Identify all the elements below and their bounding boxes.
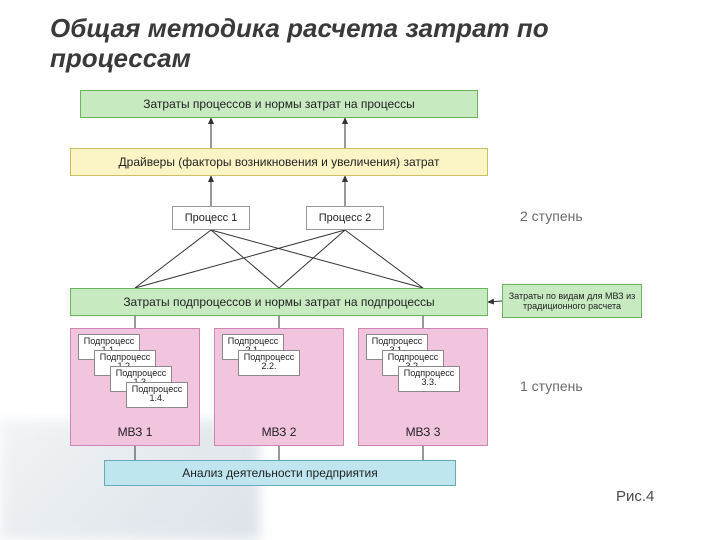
diagram-canvas: Затраты процессов и нормы затрат на проц… xyxy=(50,90,650,510)
box-traditional: Затраты по видам для МВЗ из традиционног… xyxy=(502,284,642,318)
box-analysis: Анализ деятельности предприятия xyxy=(104,460,456,486)
subprocess-card: Подпроцесс 3.3. xyxy=(398,366,460,392)
figure-caption: Рис.4 xyxy=(616,488,654,505)
box-drivers: Драйверы (факторы возникновения и увелич… xyxy=(70,148,488,176)
box-top-costs: Затраты процессов и нормы затрат на проц… xyxy=(80,90,478,118)
label-stage-1: 1 ступень xyxy=(520,378,583,394)
box-subprocess-costs: Затраты подпроцессов и нормы затрат на п… xyxy=(70,288,488,316)
subprocess-card: Подпроцесс 1.4. xyxy=(126,382,188,408)
label-stage-2: 2 ступень xyxy=(520,208,583,224)
subprocess-card: Подпроцесс 2.2. xyxy=(238,350,300,376)
box-process-2: Процесс 2 xyxy=(306,206,384,230)
page-title: Общая методика расчета затрат по процесс… xyxy=(50,14,680,74)
box-process-1: Процесс 1 xyxy=(172,206,250,230)
